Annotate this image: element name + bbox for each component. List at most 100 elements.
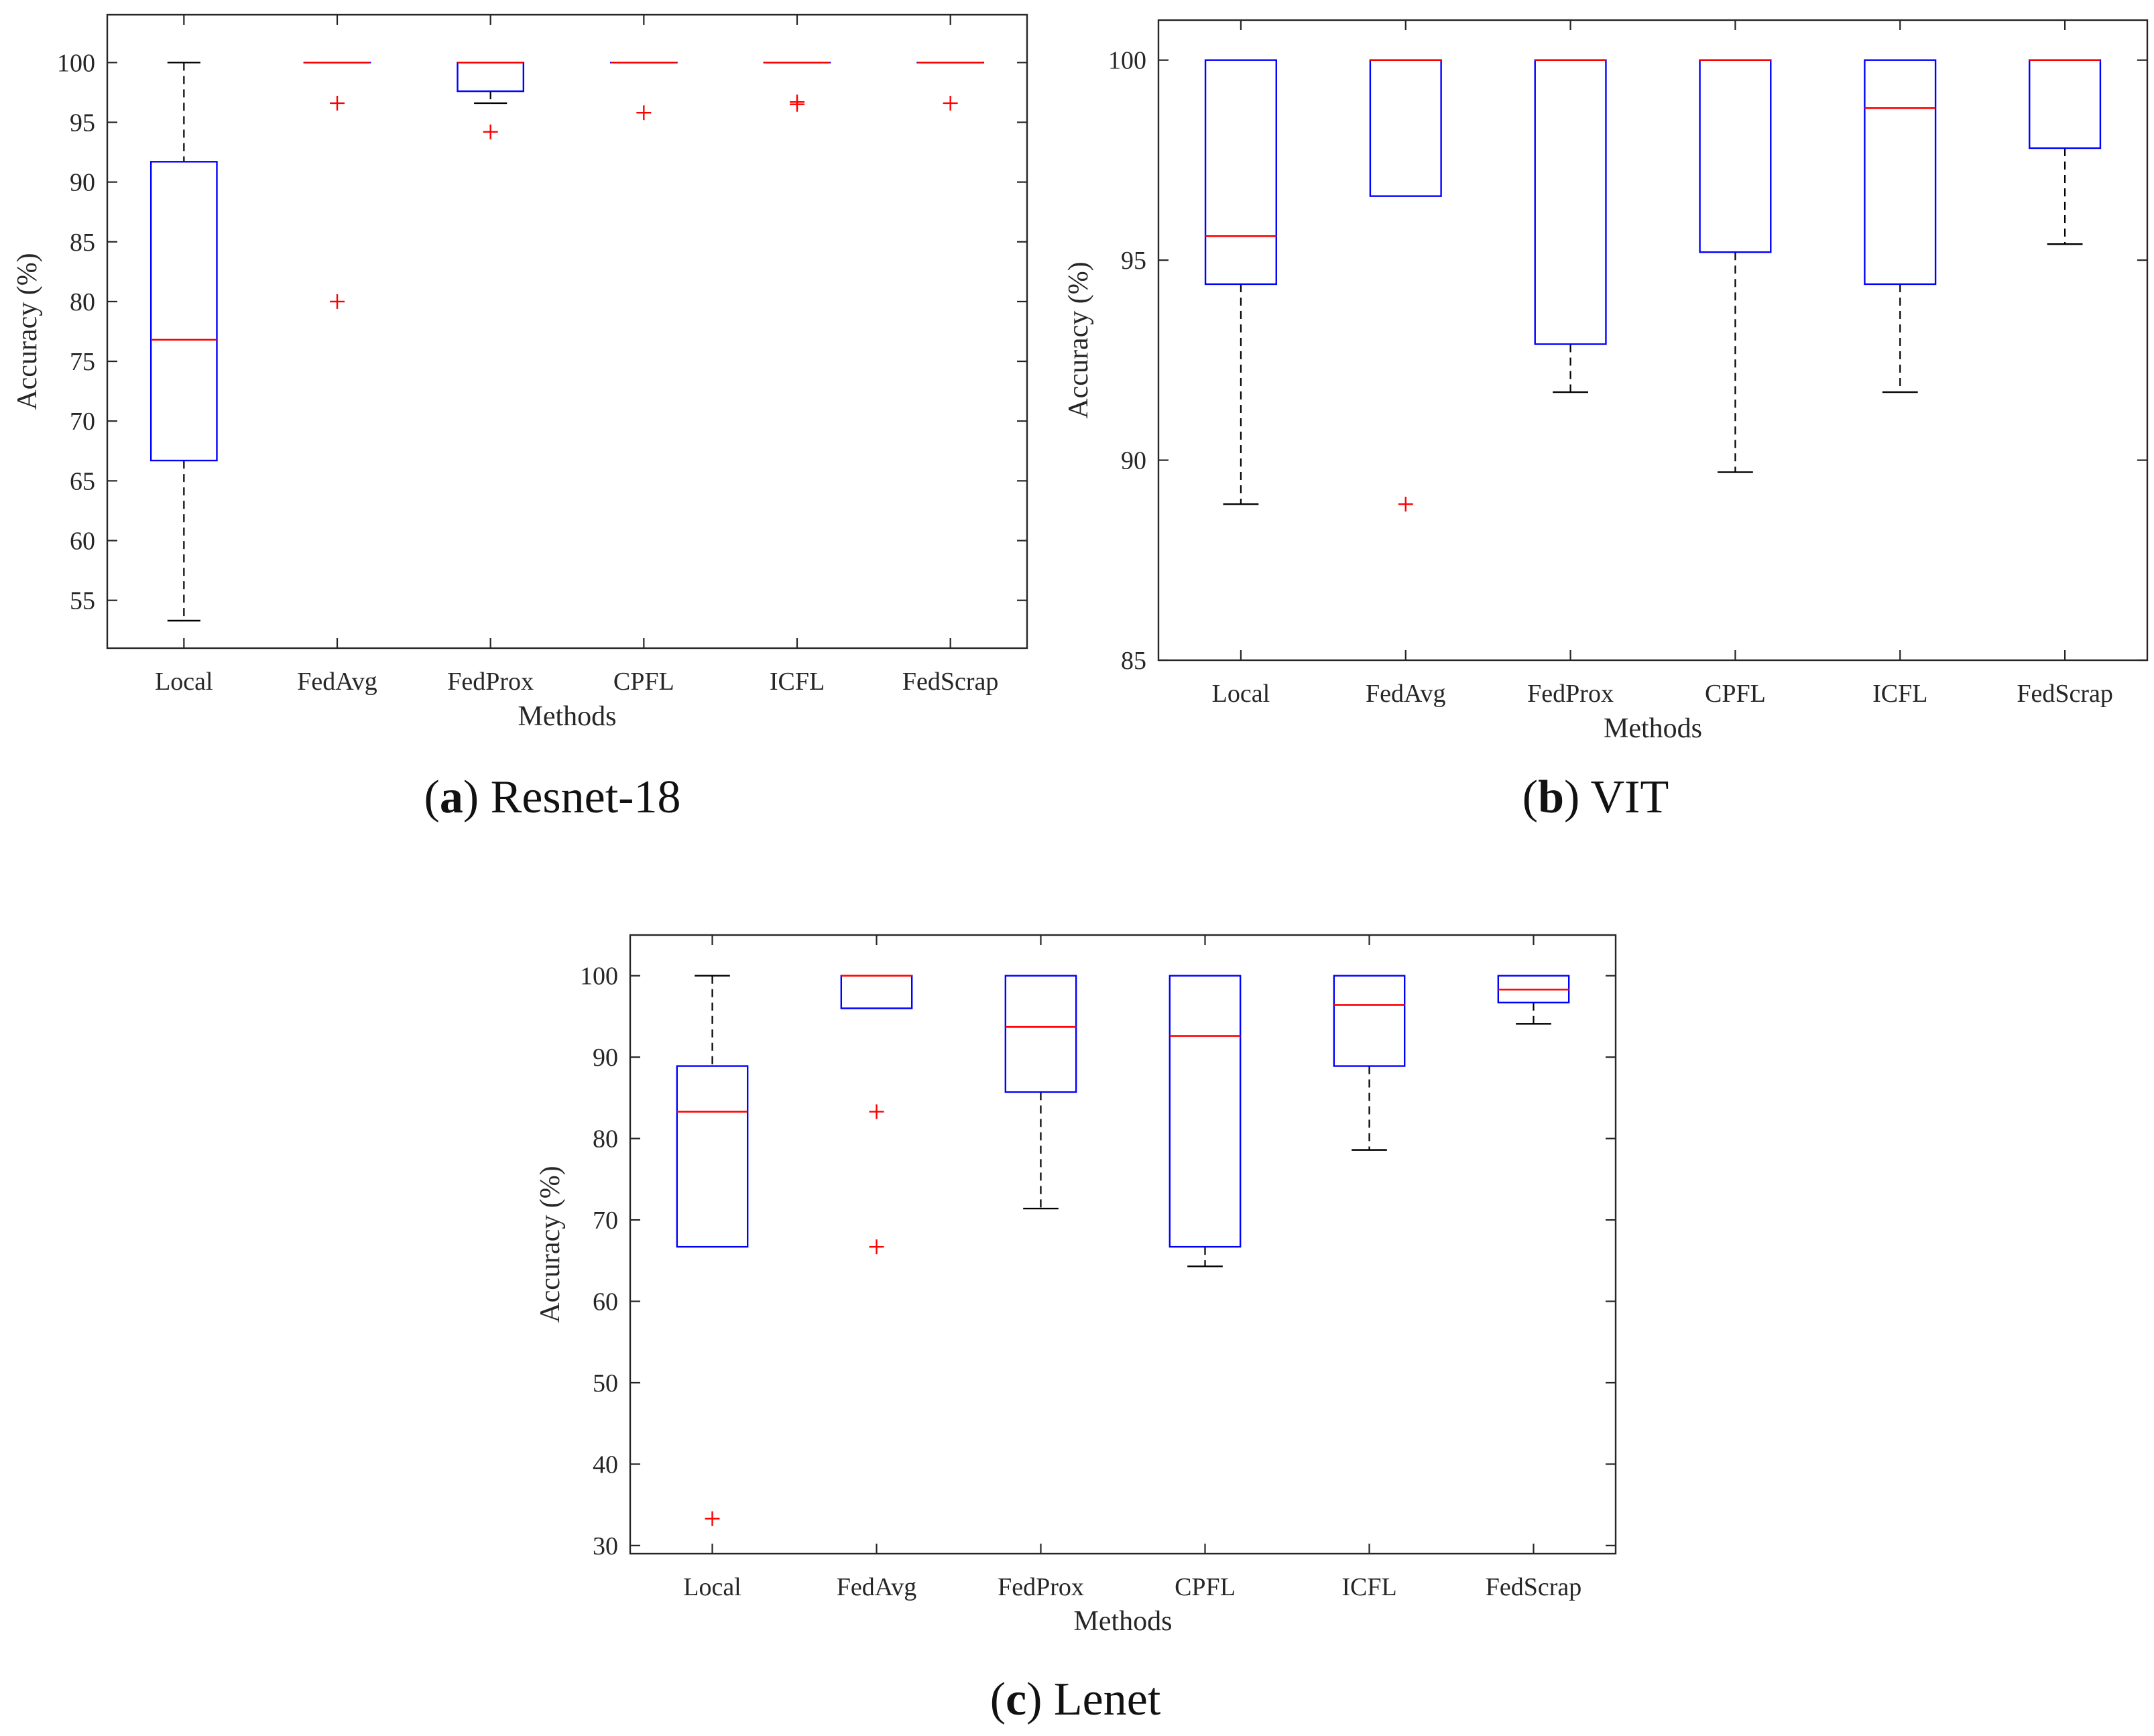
- y-tick-label: 85: [70, 229, 95, 257]
- x-tick-label-local: Local: [155, 668, 213, 696]
- box-group-cpfl: [1169, 975, 1242, 1267]
- y-tick-label: 65: [70, 467, 95, 495]
- y-axis-label: Accuracy (%): [1063, 261, 1094, 418]
- y-tick-label: 85: [1121, 647, 1146, 675]
- caption-text: Resnet-18: [491, 771, 681, 823]
- iqr-box: [1864, 59, 1937, 286]
- y-tick-label: 70: [593, 1206, 618, 1235]
- iqr-box: [840, 975, 913, 1009]
- outlier-marker: [330, 95, 345, 111]
- axes-frame: [1157, 19, 2149, 662]
- box-group-icfl: [1333, 975, 1406, 1151]
- panel-c-lenet: 30 40 50 60 70 80 90 100 Local FedAvg FedProx CPFL I…: [535, 934, 1617, 1725]
- x-axis-label: Methods: [518, 701, 617, 732]
- caption-letter: c: [1006, 1674, 1026, 1725]
- caption-letter: b: [1538, 771, 1564, 823]
- outlier-marker: [1398, 497, 1413, 512]
- outlier-marker: [330, 294, 345, 309]
- x-axis-label: Methods: [1604, 713, 1702, 744]
- x-tick-label-icfl: ICFL: [1872, 680, 1927, 708]
- iqr-box: [2029, 59, 2102, 149]
- x-tick-label-icfl: ICFL: [1341, 1573, 1396, 1601]
- y-tick-label: 100: [580, 963, 618, 991]
- iqr-box: [1369, 59, 1442, 197]
- caption-text: VIT: [1591, 771, 1669, 823]
- box-group-local: [1204, 59, 1277, 505]
- iqr-box: [1699, 59, 1772, 253]
- y-tick-label: 55: [70, 587, 95, 615]
- y-tick-label: 90: [70, 169, 95, 197]
- y-tick-label: 70: [70, 408, 95, 436]
- x-tick-label-fedavg: FedAvg: [1366, 680, 1446, 708]
- panel-caption: (b) VIT: [1522, 771, 1669, 823]
- x-tick-label-fedprox: FedProx: [447, 668, 534, 696]
- caption-letter: a: [440, 771, 463, 823]
- y-tick-label: 90: [593, 1044, 618, 1072]
- outlier-marker: [483, 124, 498, 139]
- iqr-box: [1534, 59, 1607, 345]
- x-tick-label-icfl: ICFL: [770, 668, 825, 696]
- box-group-icfl: [763, 62, 831, 112]
- box-group-fedavg: [1369, 59, 1442, 512]
- outlier-marker: [943, 95, 958, 111]
- box-group-fedavg: [840, 975, 913, 1255]
- y-tick-label: 80: [70, 288, 95, 316]
- iqr-box: [676, 1065, 749, 1248]
- axes-frame: [106, 13, 1028, 649]
- iqr-box: [1333, 975, 1406, 1067]
- x-tick-label-cpfl: CPFL: [1705, 680, 1766, 708]
- box-group-fedscrap: [1497, 975, 1570, 1025]
- caption-paren-open: (: [990, 1674, 1006, 1725]
- y-tick-label: 50: [593, 1369, 618, 1398]
- y-axis-label: Accuracy (%): [12, 253, 43, 410]
- x-tick-label-fedavg: FedAvg: [837, 1573, 917, 1601]
- outlier-marker: [790, 95, 804, 110]
- x-tick-label-local: Local: [1212, 680, 1270, 708]
- y-tick-label: 30: [593, 1532, 618, 1560]
- y-axis-label: Accuracy (%): [535, 1166, 566, 1322]
- box-group-fedscrap: [2029, 59, 2102, 245]
- x-tick-label-cpfl: CPFL: [1175, 1573, 1236, 1601]
- y-tick-label: 60: [70, 528, 95, 556]
- y-tick-label: 60: [593, 1288, 618, 1316]
- iqr-box: [1004, 975, 1077, 1093]
- box-group-fedprox: [457, 62, 525, 139]
- y-tick-label: 80: [593, 1125, 618, 1154]
- caption-paren-close: ): [1026, 1674, 1054, 1725]
- y-tick-label: 95: [70, 109, 95, 137]
- panel-a-resnet18: 55 60 65 70 75 80 85 90 95 100 Local FedAvg FedProx C…: [12, 13, 1028, 823]
- caption-paren-close: ): [1564, 771, 1591, 823]
- caption-text: Lenet: [1054, 1674, 1161, 1725]
- x-tick-label-local: Local: [683, 1573, 741, 1601]
- x-axis-label: Methods: [1074, 1606, 1173, 1637]
- x-tick-label-fedprox: FedProx: [1527, 680, 1614, 708]
- x-tick-label-fedscrap: FedScrap: [1486, 1573, 1582, 1601]
- box-group-fedscrap: [916, 62, 985, 111]
- y-tick-label: 100: [57, 49, 95, 77]
- y-tick-label: 95: [1121, 247, 1146, 275]
- axes-frame: [629, 934, 1617, 1555]
- outlier-marker: [705, 1511, 720, 1526]
- panel-b-vit: 85 90 95 100 Local FedAvg FedProx CPFL ICFL FedSc…: [1063, 19, 2149, 823]
- caption-paren-open: (: [424, 771, 440, 823]
- y-tick-label: 90: [1121, 447, 1146, 475]
- y-tick-label: 40: [593, 1450, 618, 1479]
- outlier-marker: [869, 1104, 884, 1119]
- iqr-box: [457, 62, 525, 92]
- caption-paren-close: ): [463, 771, 491, 823]
- y-tick-label: 75: [70, 348, 95, 376]
- outlier-marker: [869, 1239, 884, 1255]
- outlier-marker: [636, 105, 652, 121]
- box-group-cpfl: [1699, 59, 1772, 473]
- x-tick-label-cpfl: CPFL: [613, 668, 674, 696]
- box-group-fedprox: [1534, 59, 1607, 393]
- iqr-box: [1169, 975, 1242, 1248]
- box-group-fedavg: [303, 62, 371, 309]
- box-group-local: [149, 62, 218, 622]
- box-group-local: [676, 975, 749, 1526]
- iqr-box: [149, 161, 218, 462]
- x-tick-label-fedprox: FedProx: [998, 1573, 1084, 1601]
- x-tick-label-fedscrap: FedScrap: [2017, 680, 2113, 708]
- box-group-icfl: [1864, 59, 1937, 393]
